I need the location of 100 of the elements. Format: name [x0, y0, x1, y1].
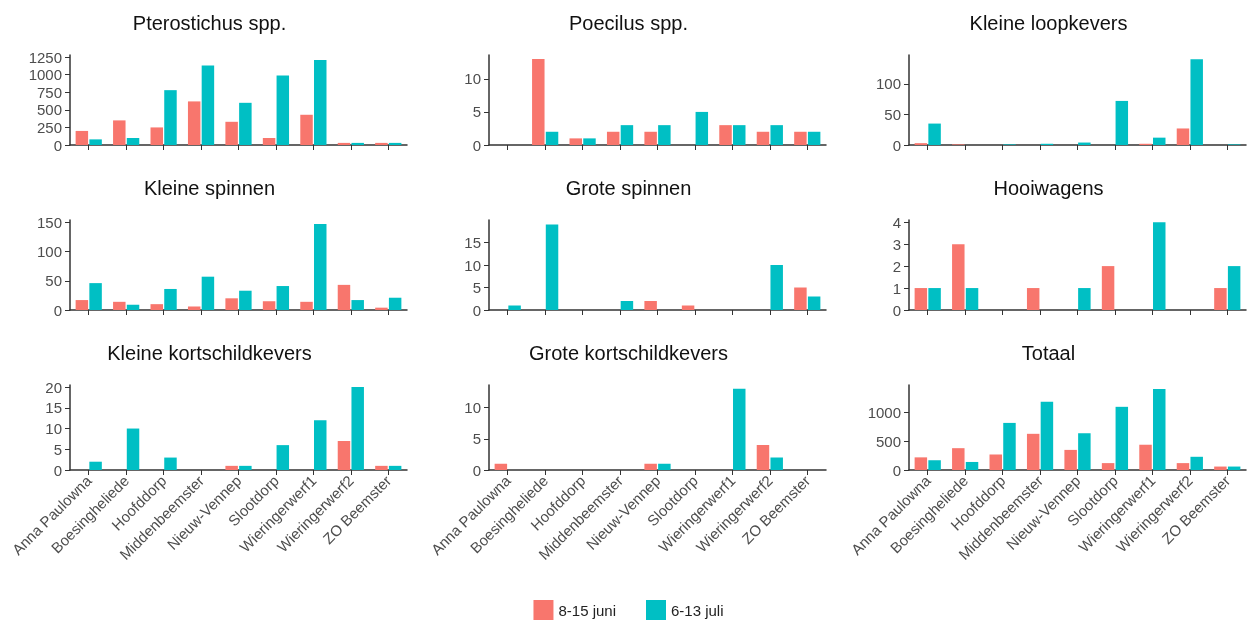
chart-title: Kleine spinnen: [143, 177, 276, 199]
bar: [928, 460, 941, 470]
y-tick-label: 750: [36, 83, 62, 101]
y-tick-label: 0: [53, 301, 62, 319]
bar: [351, 142, 364, 145]
bar: [1227, 266, 1241, 310]
bar: [314, 59, 327, 145]
chart-title: Kleine kortschildkevers: [107, 342, 312, 364]
bar: [225, 465, 238, 470]
y-tick-label: 0: [53, 461, 62, 479]
bar: [1152, 137, 1166, 145]
y-tick-label: 5: [472, 279, 482, 296]
bar: [621, 125, 634, 145]
bar: [351, 387, 364, 470]
bar: [1115, 406, 1128, 470]
bar: [770, 125, 784, 145]
y-tick-label: 250: [36, 118, 62, 136]
bar: [300, 301, 313, 310]
y-tick-label: 15: [45, 399, 62, 417]
bar: [239, 290, 252, 310]
bar: [808, 296, 821, 310]
bar: [276, 445, 290, 470]
bar: [658, 463, 671, 470]
bar: [546, 224, 559, 310]
bar: [388, 465, 402, 470]
y-tick-label: 0: [892, 301, 901, 319]
bar: [150, 127, 163, 145]
bar: [337, 142, 351, 145]
bar: [928, 288, 941, 310]
bar: [187, 101, 201, 145]
bar: [794, 131, 807, 145]
bar: [388, 142, 402, 145]
bar: [658, 125, 671, 145]
y-tick-label: 3: [892, 235, 901, 253]
bar: [1152, 389, 1166, 470]
bar: [337, 440, 351, 470]
bar: [1213, 466, 1227, 470]
y-tick-label: 500: [875, 432, 901, 450]
bar: [337, 284, 351, 310]
y-tick-label: 10: [464, 70, 482, 88]
bar: [965, 461, 978, 470]
bar: [733, 125, 746, 145]
y-tick-label: 0: [472, 136, 482, 154]
bar: [187, 306, 201, 310]
bar: [914, 288, 927, 310]
bar: [532, 58, 545, 145]
bar: [583, 138, 597, 145]
y-tick-label: 50: [45, 272, 62, 290]
bar: [150, 304, 163, 310]
y-tick-label: 10: [464, 399, 482, 416]
y-tick-label: 100: [36, 243, 62, 261]
bar: [75, 130, 89, 145]
bar: [951, 448, 965, 470]
bar: [1002, 422, 1016, 470]
bar: [375, 142, 388, 145]
bar: [89, 139, 102, 145]
y-tick-label: 1000: [28, 66, 62, 84]
bar: [375, 465, 388, 470]
bar: [375, 307, 388, 310]
chart-title: Grote kortschildkevers: [529, 342, 729, 364]
y-tick-label: 5: [53, 440, 62, 458]
bar: [388, 297, 402, 310]
chart-title: Kleine loopkevers: [969, 12, 1128, 34]
bar: [113, 301, 126, 310]
bar: [201, 65, 215, 145]
bar: [276, 75, 290, 145]
bar: [965, 288, 978, 310]
y-tick-label: 0: [472, 461, 482, 479]
bar: [607, 131, 620, 145]
bar: [644, 463, 658, 470]
bar: [508, 305, 522, 310]
bar: [695, 111, 709, 145]
bar: [621, 301, 634, 310]
bar: [989, 454, 1002, 470]
chart-title: Pterostichus spp.: [132, 12, 287, 34]
y-tick-label: 10: [45, 420, 62, 438]
bar: [1026, 433, 1040, 470]
bar: [1064, 449, 1077, 470]
bar: [770, 457, 784, 470]
bar: [569, 138, 583, 145]
bar: [733, 388, 746, 470]
y-tick-label: 4: [892, 213, 901, 231]
y-tick-label: 5: [472, 430, 482, 448]
bar: [300, 114, 313, 145]
bar: [1152, 222, 1166, 310]
bar: [89, 283, 102, 310]
bar: [126, 428, 140, 470]
bar: [225, 121, 238, 145]
bar: [164, 288, 177, 310]
bar: [644, 131, 658, 145]
y-tick-label: 15: [464, 234, 482, 251]
chart-title: Poecilus spp.: [569, 12, 689, 34]
y-tick-label: 20: [45, 378, 62, 396]
bar: [164, 457, 177, 470]
bar: [1138, 444, 1152, 470]
bar: [1115, 100, 1128, 145]
bar: [644, 301, 658, 310]
y-tick-label: 150: [36, 213, 62, 231]
y-tick-label: 100: [875, 75, 901, 93]
bar: [164, 90, 177, 145]
